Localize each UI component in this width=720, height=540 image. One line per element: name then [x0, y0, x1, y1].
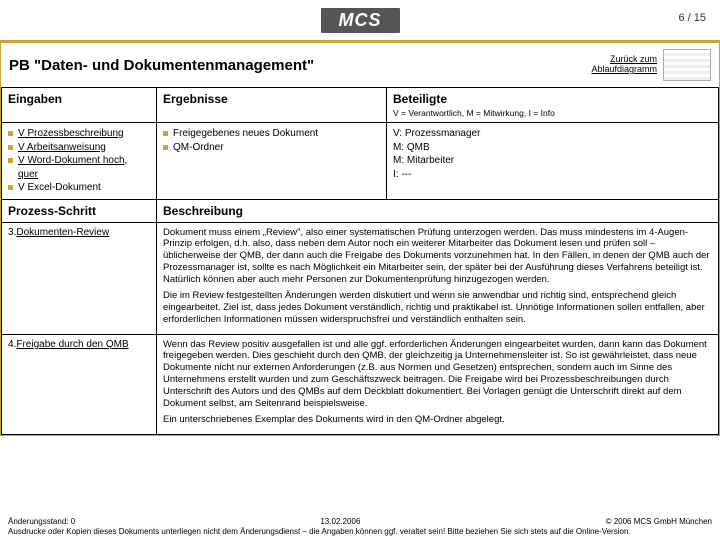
step-link[interactable]: Freigabe durch den QMB: [16, 339, 128, 350]
input-link[interactable]: quer: [18, 169, 38, 180]
back-to-flowchart-link[interactable]: Zurück zum Ablaufdiagramm: [591, 55, 657, 75]
header-bar: MCS 6 / 15: [0, 0, 720, 40]
list-item: V Excel-Dokument: [8, 181, 150, 195]
step-4-desc: Wenn das Review positiv ausgefallen ist …: [157, 334, 719, 434]
input-link[interactable]: V Word-Dokument hoch: [18, 155, 125, 166]
role-m1: M: QMB: [393, 141, 712, 155]
step-4-label: 4.Freigabe durch den QMB: [2, 334, 157, 434]
role-m2: M: Mitarbeiter: [393, 154, 712, 168]
desc-paragraph: Ein unterschriebenes Exemplar des Dokume…: [163, 414, 712, 426]
logo: MCS: [321, 8, 400, 33]
input-link[interactable]: V Prozessbeschreibung: [18, 128, 124, 139]
desc-paragraph: Wenn das Review positiv ausgefallen ist …: [163, 339, 712, 410]
role-v: V: Prozessmanager: [393, 127, 712, 141]
list-item: V Arbeitsanweisung: [8, 141, 150, 155]
roles-legend: V = Verantwortlich, M = Mitwirkung, I = …: [393, 106, 712, 118]
main-table: Eingaben Ergebnisse Beteiligte V = Veran…: [1, 87, 719, 435]
back-link-line1: Zurück zum: [610, 54, 657, 64]
header-participants: Beteiligte V = Verantwortlich, M = Mitwi…: [387, 88, 719, 123]
list-item: Freigegebenes neues Dokument: [163, 127, 380, 141]
content-frame: PB "Daten- und Dokumentenmanagement" Zur…: [0, 42, 720, 436]
header-description: Beschreibung: [157, 199, 719, 222]
step-link[interactable]: Dokumenten-Review: [16, 227, 109, 238]
footer-copyright: © 2006 MCS GmbH München: [606, 517, 712, 526]
title-row: PB "Daten- und Dokumentenmanagement" Zur…: [1, 43, 719, 87]
roles-cell: V: Prozessmanager M: QMB M: Mitarbeiter …: [387, 123, 719, 200]
header-participants-label: Beteiligte: [393, 92, 447, 106]
desc-paragraph: Die im Review festgestellten Änderungen …: [163, 290, 712, 326]
step-num: 3: [8, 227, 14, 238]
list-item: V Prozessbeschreibung: [8, 127, 150, 141]
step-num: 4: [8, 339, 14, 350]
role-i: I: ---: [393, 168, 712, 182]
back-link-line2: Ablaufdiagramm: [591, 64, 657, 74]
input-link[interactable]: V Arbeitsanweisung: [18, 142, 106, 153]
list-item: V Word-Dokument hoch, quer: [8, 154, 150, 181]
step-3-desc: Dokument muss einem „Review", also einer…: [157, 222, 719, 334]
flowchart-thumbnail[interactable]: [663, 49, 711, 81]
desc-paragraph: Dokument muss einem „Review", also einer…: [163, 227, 712, 286]
footer: Änderungsstand: 0 13.02.2006 © 2006 MCS …: [0, 517, 720, 536]
results-cell: Freigegebenes neues Dokument QM-Ordner: [157, 123, 387, 200]
header-results: Ergebnisse: [157, 88, 387, 123]
header-process-step: Prozess-Schritt: [2, 199, 157, 222]
step-3-label: 3.Dokumenten-Review: [2, 222, 157, 334]
header-inputs: Eingaben: [2, 88, 157, 123]
page-title: PB "Daten- und Dokumentenmanagement": [9, 57, 591, 74]
list-item: QM-Ordner: [163, 141, 380, 155]
inputs-cell: V Prozessbeschreibung V Arbeitsanweisung…: [2, 123, 157, 200]
page-number: 6 / 15: [678, 12, 706, 24]
footer-revision: Änderungsstand: 0: [8, 517, 75, 526]
footer-date: 13.02.2006: [320, 517, 360, 526]
footer-disclaimer: Ausdrucke oder Kopien dieses Dokuments u…: [8, 527, 712, 536]
